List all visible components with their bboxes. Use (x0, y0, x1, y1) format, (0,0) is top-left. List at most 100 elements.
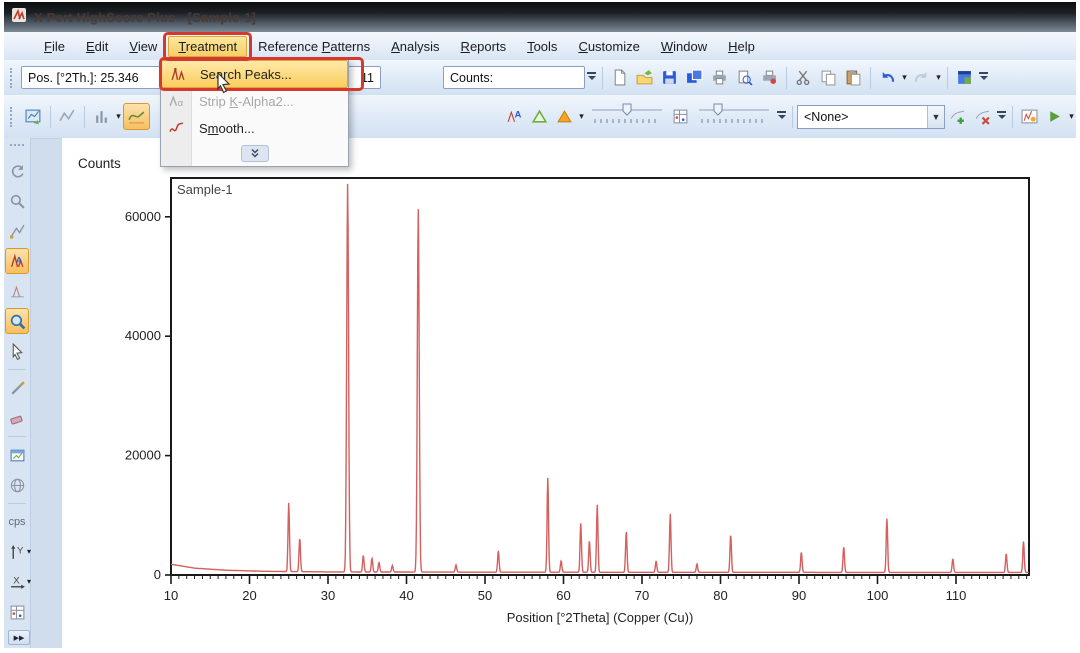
menu-reports[interactable]: Reports (460, 38, 507, 54)
save-button[interactable] (657, 65, 682, 90)
menu-edit[interactable]: Edit (85, 38, 109, 54)
menu-item-search-peaks[interactable]: Search Peaks... (159, 57, 364, 91)
pan-refresh-tool[interactable] (5, 156, 29, 186)
menu-analysis[interactable]: Analysis (391, 38, 440, 54)
print-button[interactable] (707, 65, 732, 90)
chevron-down-icon[interactable]: ▾ (1069, 111, 1074, 121)
menu-file[interactable]: File (44, 38, 65, 54)
peak-mode-tool[interactable]: A (5, 248, 29, 274)
data-table-button[interactable] (668, 104, 693, 129)
y-axis-tool[interactable]: Y ▾ (5, 537, 31, 567)
diffraction-curve (171, 183, 1029, 574)
data-table-tool[interactable] (5, 597, 29, 627)
triangle-filled-button[interactable] (552, 104, 577, 129)
toolbar-overflow-button[interactable] (995, 105, 1008, 129)
globe-tool[interactable] (5, 470, 29, 500)
svg-text:Counts: Counts (78, 156, 121, 171)
toolbar-grip[interactable] (10, 67, 17, 88)
toolbar-overflow-button[interactable] (585, 66, 598, 90)
chevron-down-icon[interactable]: ▾ (116, 111, 121, 121)
window-chart-icon (10, 449, 24, 461)
chevron-down-icon[interactable]: ▾ (26, 547, 31, 556)
profile-chart-icon (10, 285, 24, 297)
paste-icon (846, 70, 861, 86)
background-fit-button[interactable] (123, 103, 150, 130)
menu-help[interactable]: Help (728, 38, 755, 54)
toolbar-overflow-button[interactable] (775, 105, 788, 129)
line-chart-button[interactable] (55, 104, 80, 129)
menu-item-label: Smooth... (199, 121, 255, 136)
svg-text:110: 110 (946, 588, 967, 603)
zoom-lens-tool[interactable] (5, 308, 29, 334)
eraser-tool[interactable] (5, 403, 29, 433)
distance-chart-icon (1021, 109, 1038, 124)
cps-label-tool[interactable]: cps (5, 507, 29, 537)
pen-tool[interactable] (5, 373, 29, 403)
cut-button[interactable] (791, 65, 816, 90)
zoom-slider[interactable] (589, 102, 665, 131)
add-pattern-icon (950, 110, 965, 124)
print-icon (713, 70, 726, 85)
toolbar-grip[interactable] (10, 106, 17, 127)
menu-customize[interactable]: Customize (578, 38, 640, 54)
menu-expand-button[interactable] (240, 144, 269, 162)
svg-text:Sample-1: Sample-1 (177, 182, 233, 197)
counts-field[interactable]: Counts: (443, 66, 585, 89)
page-setup-button[interactable] (757, 65, 782, 90)
copy-button[interactable] (816, 65, 841, 90)
pointer-icon (12, 342, 23, 360)
svg-text:0: 0 (154, 567, 161, 582)
app-window-button[interactable] (952, 65, 977, 90)
pointer-tool[interactable] (5, 336, 29, 366)
y-axis-icon: Y (10, 544, 23, 559)
histogram-icon (96, 111, 107, 123)
delete-pattern-button[interactable] (970, 104, 995, 129)
zoom-select-icon (10, 194, 25, 209)
toolbar-overflow-button[interactable] (977, 66, 990, 90)
redo-button[interactable] (909, 65, 934, 90)
sidebar-expand-button[interactable]: ▶▶ (8, 630, 30, 645)
chevron-down-icon[interactable]: ▼ (927, 105, 944, 128)
paste-button[interactable] (841, 65, 866, 90)
scale-slider[interactable] (696, 102, 772, 131)
peak-list-button[interactable]: A (502, 104, 527, 129)
svg-text:α: α (177, 98, 183, 109)
menu-item-strip-k-alpha2: α Strip K-Alpha2... (161, 88, 348, 115)
data-table-icon (10, 605, 24, 619)
add-pattern-button[interactable] (945, 104, 970, 129)
menu-treatment[interactable]: Treatment (163, 31, 252, 61)
reference-pattern-combobox[interactable]: <None> ▼ (797, 104, 945, 129)
svg-text:A: A (515, 110, 522, 121)
open-folder-button[interactable] (632, 65, 657, 90)
zoom-select-tool[interactable] (5, 186, 29, 216)
new-document-button[interactable] (607, 65, 632, 90)
chart-export-button[interactable] (21, 104, 46, 129)
xrd-pattern-chart[interactable]: 10 20 30 40 50 60 70 80 90 100 110 0 20000 40000 60000… (62, 138, 1076, 648)
print-preview-button[interactable] (732, 65, 757, 90)
menu-item-label: Search Peaks... (200, 66, 292, 82)
mouse-cursor (215, 71, 235, 99)
route-tool[interactable] (5, 216, 29, 246)
sidebar-grip[interactable] (10, 144, 24, 150)
distance-chart-button[interactable] (1017, 104, 1042, 129)
chevron-down-icon[interactable]: ▾ (936, 72, 941, 82)
menu-tools[interactable]: Tools (527, 38, 558, 54)
peak-mode-icon: A (10, 253, 23, 267)
menu-window[interactable]: Window (660, 38, 708, 54)
play-button[interactable] (1042, 104, 1067, 129)
chevron-down-icon[interactable]: ▾ (902, 72, 907, 82)
save-all-button[interactable] (682, 65, 707, 90)
window-chart-tool[interactable] (5, 440, 29, 470)
profile-chart-tool[interactable] (5, 276, 29, 306)
chevron-down-icon[interactable]: ▾ (579, 111, 584, 121)
histogram-button[interactable] (89, 104, 114, 129)
undo-icon (882, 71, 894, 82)
application-window: X Pert HighScore Plus - [Sample-1] File E… (4, 2, 1076, 648)
chevron-down-icon[interactable]: ▾ (26, 577, 31, 586)
menu-view[interactable]: View (129, 38, 158, 54)
x-axis-tool[interactable]: X ▾ (5, 567, 31, 597)
triangle-outline-button[interactable] (527, 104, 552, 129)
menu-item-smooth[interactable]: Smooth... (161, 115, 348, 142)
undo-button[interactable] (875, 65, 900, 90)
menu-reference-patterns[interactable]: Reference Patterns (258, 38, 371, 54)
